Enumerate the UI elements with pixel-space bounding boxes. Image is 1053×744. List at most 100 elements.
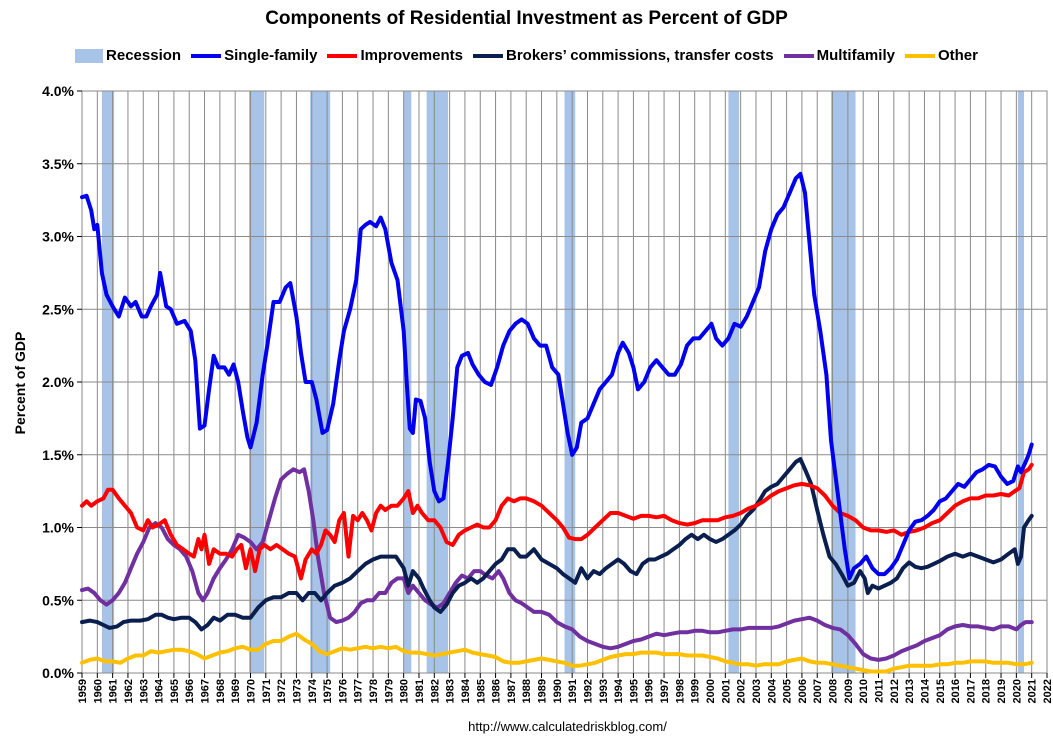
y-tick-label: 2.5% [42,301,74,317]
x-tick-label: 1999 [690,679,702,703]
x-tick-label: 2017 [965,679,977,703]
x-tick-label: 1979 [383,679,395,703]
x-tick-label: 1960 [92,679,104,703]
source-url: http://www.calculatedriskblog.com/ [468,719,667,734]
x-tick-label: 1961 [108,679,120,703]
x-tick-label: 1964 [154,678,166,703]
x-tick-label: 1978 [368,679,380,703]
x-tick-label: 1963 [138,679,150,703]
x-tick-label: 2011 [874,679,886,703]
x-tick-label: 1972 [276,679,288,703]
x-tick-label: 1974 [307,678,319,703]
x-tick-label: 1998 [674,679,686,703]
y-tick-label: 0.0% [42,665,74,681]
x-tick-label: 2013 [904,679,916,703]
y-tick-label: 3.0% [42,229,74,245]
x-tick-label: 1968 [215,679,227,703]
x-tick-label: 1969 [230,679,242,703]
y-tick-label: 3.5% [42,156,74,172]
x-tick-label: 2002 [736,679,748,703]
x-tick-label: 1977 [353,679,365,703]
legend: Recession Single-family Improvements Bro… [0,47,1053,64]
x-tick-label: 2000 [705,679,717,703]
x-tick-label: 1983 [445,679,457,703]
x-tick-label: 1992 [582,679,594,703]
x-tick-label: 2004 [766,678,778,703]
legend-item-improvements: Improvements [327,47,463,64]
x-tick-label: 2007 [812,679,824,703]
x-tick-label: 2006 [797,679,809,703]
legend-item-single-family: Single-family [191,47,317,64]
legend-label-other: Other [937,47,978,64]
x-tick-label: 2003 [751,679,763,703]
x-tick-label: 2008 [828,679,840,703]
y-tick-label: 0.5% [42,592,74,608]
legend-swatch-other [904,53,935,58]
x-tick-label: 2009 [843,679,855,703]
series-line-improvements [80,462,1034,581]
x-tick-label: 1987 [506,679,518,703]
x-tick-label: 1982 [429,679,441,703]
legend-item-recession: Recession [75,47,181,64]
x-tick-label: 1996 [644,679,656,703]
legend-swatch-brokers [472,53,503,58]
x-tick-label: 2019 [996,679,1008,703]
x-tick-label: 2021 [1027,679,1039,703]
x-tick-label: 2010 [858,679,870,703]
series-line-single-family [80,171,1034,581]
legend-label-recession: Recession [106,47,182,64]
x-tick-label: 1973 [291,679,303,703]
x-tick-label: 1970 [245,679,257,703]
y-tick-label: 1.5% [42,447,74,463]
x-tick-label: 1995 [628,679,640,703]
x-tick-label: 1967 [200,679,212,703]
x-tick-label: 1993 [598,679,610,703]
x-tick-label: 2012 [889,679,901,703]
x-tick-label: 2022 [1042,679,1053,703]
x-tick-label: 2015 [935,679,947,703]
x-tick-label: 1975 [322,679,334,703]
x-tick-label: 2016 [950,679,962,703]
x-tick-label: 1997 [659,679,671,703]
legend-label-brokers: Brokers’ commissions, transfer costs [505,47,774,64]
x-tick-label: 1990 [552,679,564,703]
series-line-brokers-commissions-transfer-costs [80,457,1034,632]
x-tick-label: 2001 [720,679,732,703]
y-tick-label: 2.0% [42,374,74,390]
y-tick-label: 1.0% [42,520,74,536]
legend-swatch-single-family [191,53,222,58]
x-tick-label: 1994 [613,678,625,703]
series-line-other [80,631,1034,674]
legend-item-brokers: Brokers’ commissions, transfer costs [472,47,774,64]
x-tick-label: 1976 [337,679,349,703]
series-line-multifamily [80,467,1034,662]
x-tick-label: 2020 [1011,679,1023,703]
x-tick-label: 1981 [414,679,426,703]
legend-swatch-recession [75,48,104,63]
x-tick-label: 1988 [521,679,533,703]
x-tick-label: 1991 [567,679,579,703]
legend-label-improvements: Improvements [360,47,463,64]
y-tick-label: 4.0% [42,83,74,99]
legend-item-multifamily: Multifamily [783,47,895,64]
legend-item-other: Other [904,47,978,64]
x-tick-label: 2005 [782,679,794,703]
x-tick-label: 1985 [475,679,487,703]
legend-label-multifamily: Multifamily [816,47,895,64]
x-tick-label: 1971 [261,679,273,703]
x-tick-label: 2014 [919,678,931,703]
x-tick-label: 1984 [460,678,472,703]
x-tick-label: 1962 [123,679,135,703]
legend-swatch-multifamily [783,53,814,58]
x-tick-label: 1966 [184,679,196,703]
x-tick-label: 1980 [399,679,411,703]
x-tick-label: 1959 [77,679,89,703]
x-tick-label: 1986 [491,679,503,703]
legend-label-single-family: Single-family [224,47,318,64]
chart-title: Components of Residential Investment as … [265,8,788,29]
legend-swatch-improvements [327,53,358,58]
x-tick-label: 1989 [537,679,549,703]
x-tick-label: 1965 [169,679,181,703]
x-tick-label: 2018 [981,679,993,703]
